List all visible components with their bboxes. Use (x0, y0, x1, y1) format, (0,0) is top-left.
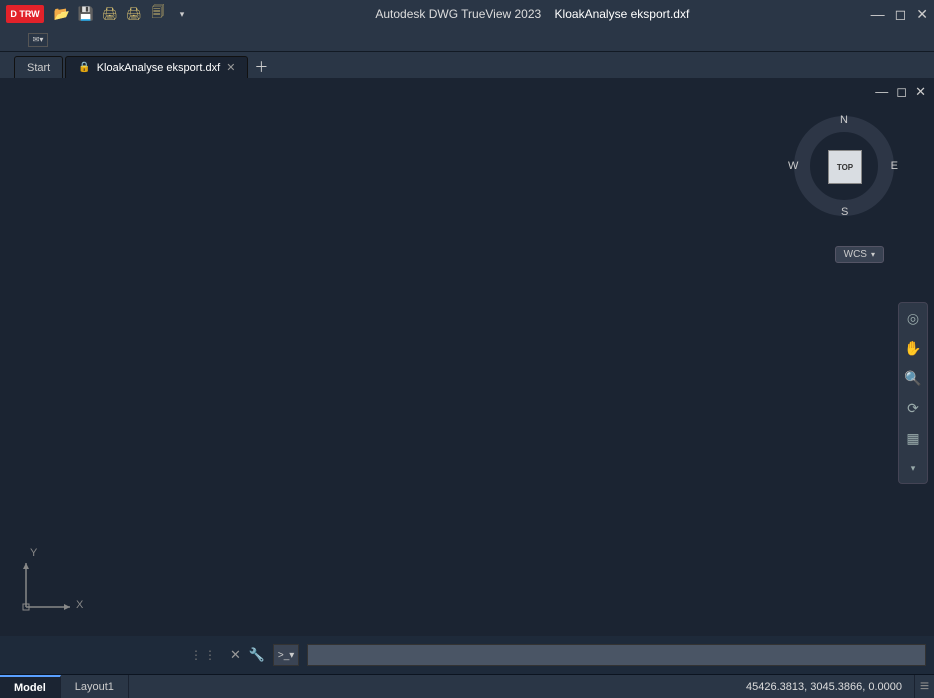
tab-active-file[interactable]: 🔒 KloakAnalyse eksport.dxf ✕ (65, 56, 248, 78)
app-logo[interactable]: D TRW (6, 5, 44, 23)
titlebar: D TRW 📂 💾 🖨 🖨 🗐 ▾ Autodesk DWG TrueView … (0, 0, 934, 28)
doc-minimize-icon[interactable]: — (875, 84, 888, 100)
viewcube-west[interactable]: W (788, 160, 798, 172)
ribbon-row: ✉▾ (0, 28, 934, 52)
viewcube-east[interactable]: E (891, 160, 898, 172)
viewcube[interactable]: TOP N S E W (794, 116, 894, 216)
document-window-buttons: — ◻ ✕ (875, 84, 926, 100)
ribbon-dropdown-icon[interactable]: ✉▾ (28, 33, 48, 47)
cmd-customize-icon[interactable]: 🔧 (249, 647, 265, 663)
ucs-x-label: X (76, 599, 83, 611)
viewcube-north[interactable]: N (840, 114, 848, 126)
doc-restore-icon[interactable]: ◻ (896, 84, 907, 100)
ucs-y-label: Y (30, 547, 37, 559)
tab-start-label: Start (27, 62, 50, 74)
status-bar: Model Layout1 45426.3813, 3045.3866, 0.0… (0, 674, 934, 698)
tab-active-label: KloakAnalyse eksport.dxf (97, 62, 221, 74)
viewcube-face[interactable]: TOP (828, 150, 862, 184)
cmd-grip-icon[interactable]: ⋮⋮ (190, 648, 218, 662)
publish-icon[interactable]: 🗐 (149, 5, 167, 23)
plot-icon[interactable]: 🖨 (101, 5, 119, 23)
add-tab-button[interactable]: ＋ (250, 56, 272, 78)
cmd-close-icon[interactable]: ✕ (230, 647, 241, 663)
status-tray-icon[interactable]: ≡ (914, 675, 934, 698)
save-icon[interactable]: 💾 (77, 5, 95, 23)
tab-layout1[interactable]: Layout1 (61, 675, 129, 698)
command-line-row: ⋮⋮ ✕ 🔧 >_▾ (0, 636, 934, 674)
app-filename: KloakAnalyse eksport.dxf (555, 7, 690, 21)
tab-model[interactable]: Model (0, 675, 61, 698)
wcs-dropdown-icon[interactable]: ▾ (871, 250, 875, 259)
layout-tabs: Model Layout1 (0, 675, 129, 698)
tab-start[interactable]: Start (14, 56, 63, 78)
command-input[interactable] (307, 644, 926, 666)
viewcube-south[interactable]: S (841, 206, 848, 218)
qat-dropdown-icon[interactable]: ▾ (173, 5, 191, 23)
doc-close-icon[interactable]: ✕ (915, 84, 926, 100)
open-icon[interactable]: 📂 (53, 5, 71, 23)
nav-zoom-icon[interactable]: 🔍 (904, 369, 922, 387)
nav-showmotion-icon[interactable]: ▦ (904, 429, 922, 447)
nav-pan-icon[interactable]: ✋ (904, 339, 922, 357)
nav-orbit-icon[interactable]: ⟳ (904, 399, 922, 417)
cmd-prompt-icon[interactable]: >_▾ (273, 644, 299, 666)
app-name: Autodesk DWG TrueView 2023 (375, 7, 541, 21)
nav-collapse-icon[interactable]: ▾ (904, 459, 922, 477)
window-title: Autodesk DWG TrueView 2023 KloakAnalyse … (194, 7, 871, 21)
drawing-canvas[interactable]: — ◻ ✕ TOP N S E W WCS ▾ ◎ ✋ 🔍 ⟳ ▦ ▾ X Y (0, 78, 934, 636)
drawing-content: ························ (0, 78, 300, 228)
print-icon[interactable]: 🖨 (125, 5, 143, 23)
navigation-bar: ◎ ✋ 🔍 ⟳ ▦ ▾ (898, 302, 928, 484)
ucs-icon[interactable]: X Y (18, 549, 88, 622)
lock-icon: 🔒 (78, 62, 90, 73)
coordinates-readout[interactable]: 45426.3813, 3045.3866, 0.0000 (734, 681, 914, 693)
wcs-badge[interactable]: WCS ▾ (835, 246, 884, 263)
wcs-label: WCS (844, 249, 867, 260)
maximize-icon[interactable]: ◻ (895, 6, 907, 23)
file-tabs: Start 🔒 KloakAnalyse eksport.dxf ✕ ＋ (0, 52, 934, 78)
close-icon[interactable]: ✕ (916, 6, 928, 23)
tab-close-icon[interactable]: ✕ (226, 61, 235, 74)
nav-wheel-icon[interactable]: ◎ (904, 309, 922, 327)
minimize-icon[interactable]: — (871, 6, 885, 23)
